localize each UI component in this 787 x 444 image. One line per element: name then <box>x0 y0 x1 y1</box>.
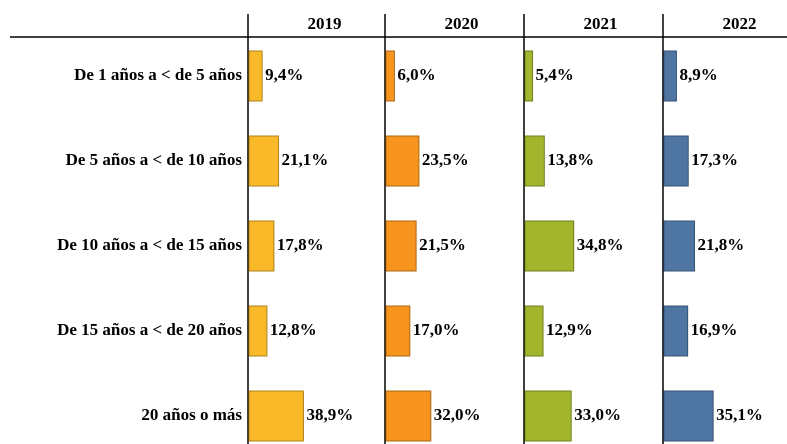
bar <box>663 390 714 442</box>
category-label: De 5 años a < de 10 años <box>66 150 243 169</box>
category-label: De 10 años a < de 15 años <box>57 235 242 254</box>
value-label: 32,0% <box>434 405 481 424</box>
bar <box>663 305 689 357</box>
bar <box>524 50 534 102</box>
bar <box>385 305 411 357</box>
bar <box>248 50 263 102</box>
value-label: 9,4% <box>265 65 303 84</box>
value-label: 17,0% <box>413 320 460 339</box>
bar <box>385 220 417 272</box>
bar <box>524 305 544 357</box>
bar <box>385 135 420 187</box>
value-label: 17,8% <box>277 235 324 254</box>
bar <box>524 135 545 187</box>
bar <box>663 135 689 187</box>
value-label: 34,8% <box>577 235 624 254</box>
bar <box>385 390 432 442</box>
value-label: 12,9% <box>546 320 593 339</box>
category-label: 20 años o más <box>141 405 242 424</box>
value-label: 21,1% <box>282 150 329 169</box>
value-label: 12,8% <box>270 320 317 339</box>
bar <box>248 305 268 357</box>
value-label: 21,8% <box>698 235 745 254</box>
bar <box>248 390 304 442</box>
value-label: 23,5% <box>422 150 469 169</box>
panel-title: 2019 <box>308 14 342 33</box>
bar <box>663 220 696 272</box>
value-label: 6,0% <box>397 65 435 84</box>
panel-title: 2020 <box>445 14 479 33</box>
bar <box>524 390 572 442</box>
panel-title: 2022 <box>723 14 757 33</box>
bar <box>248 220 275 272</box>
value-label: 17,3% <box>691 150 738 169</box>
category-label: De 1 años a < de 5 años <box>74 65 242 84</box>
value-label: 5,4% <box>536 65 574 84</box>
panel-title: 2021 <box>584 14 618 33</box>
bar <box>385 50 395 102</box>
bar <box>248 135 280 187</box>
value-label: 38,9% <box>306 405 353 424</box>
bar <box>663 50 677 102</box>
value-label: 8,9% <box>679 65 717 84</box>
value-label: 33,0% <box>574 405 621 424</box>
value-label: 16,9% <box>691 320 738 339</box>
value-label: 35,1% <box>716 405 763 424</box>
category-label: De 15 años a < de 20 años <box>57 320 242 339</box>
value-label: 21,5% <box>419 235 466 254</box>
bar <box>524 220 575 272</box>
value-label: 13,8% <box>547 150 594 169</box>
